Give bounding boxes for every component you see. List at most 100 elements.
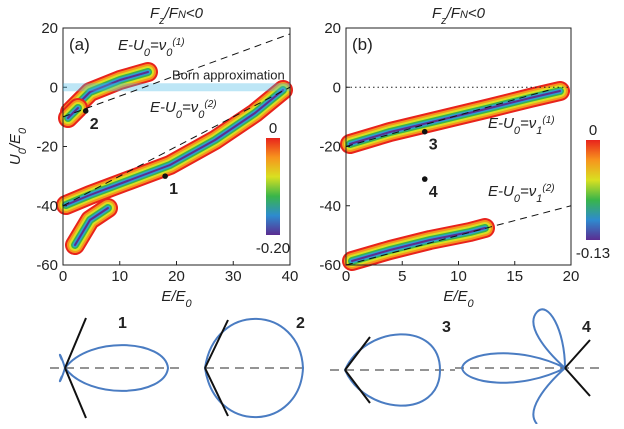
density-blob: [65, 89, 284, 206]
point: [162, 173, 168, 179]
y-tick-label: -20: [36, 139, 58, 156]
point-label: 2: [90, 116, 99, 133]
x-axis-label-part: 0: [186, 298, 193, 310]
line-annotation-part: 1: [536, 125, 542, 137]
point: [421, 176, 428, 182]
diagram-label: 3: [442, 319, 451, 336]
panel-title-part: F: [150, 5, 160, 22]
x-tick-label: 15: [506, 268, 523, 285]
x-axis-label-part: 0: [468, 298, 475, 310]
colorbar: [586, 140, 600, 240]
y-tick-label: -40: [36, 198, 58, 215]
polar-diagrams: [50, 308, 600, 425]
y-tick-label: -60: [319, 257, 341, 274]
line-annotation-part: =ν: [182, 99, 199, 116]
panel-label: (a): [69, 35, 90, 54]
panel-title-part: F: [432, 5, 442, 22]
x-tick-label: 10: [450, 268, 467, 285]
y-axis-label-part: 0: [17, 147, 29, 154]
x-axis-label-part: E/E: [443, 288, 468, 305]
y-tick-label: 20: [41, 20, 58, 37]
panel-title-part: z: [440, 15, 447, 27]
dashed-line: [62, 33, 291, 118]
band-label: Born approximation: [172, 67, 285, 82]
colorbar: [266, 138, 280, 235]
line-annotation-part: =ν: [150, 37, 167, 54]
x-axis-label: E/E0: [161, 288, 192, 310]
point-label: 1: [169, 181, 178, 198]
y-tick-label: -60: [36, 257, 58, 274]
x-tick-label: 20: [563, 268, 580, 285]
x-tick-label: 0: [59, 268, 67, 285]
panel-title-part: <0: [186, 5, 204, 22]
colorbar-label: 0: [589, 122, 597, 139]
y-tick-label: 0: [333, 79, 341, 96]
line-annotation-part: 0: [198, 109, 205, 121]
band: [63, 83, 290, 92]
line-annotation-part: (2): [204, 99, 216, 110]
line-annotation-part: (1): [172, 37, 184, 48]
density-blob: [67, 107, 79, 119]
panel-title-part: N: [460, 9, 468, 21]
y-tick-label: 20: [324, 20, 341, 37]
y-tick-label: -20: [319, 139, 341, 156]
y-axis-label: U0/E0: [7, 127, 29, 165]
point: [421, 128, 428, 135]
x-tick-label: 30: [225, 268, 242, 285]
line-annotation-part: 0: [176, 109, 183, 121]
x-tick-label: 5: [398, 268, 406, 285]
x-axis-label: E/E0: [443, 288, 474, 310]
panel-title-part: <0: [468, 5, 486, 22]
panel-title: Fz/FN<0: [150, 5, 204, 27]
line-annotation-part: E-U: [118, 37, 144, 54]
line-annotation: E-U0=ν1(1): [488, 115, 555, 138]
line-annotation-part: 0: [514, 125, 521, 137]
dashed-line: [345, 205, 572, 266]
point: [82, 108, 89, 114]
line-annotation: E-U0=ν1(2): [488, 183, 555, 206]
y-axis-label-part: U: [7, 154, 24, 165]
plots: 0 10 20 30 40200-20-40-60Fz/FN<0(a)U0/E0E/E0…: [7, 5, 610, 310]
line-annotation-part: =ν: [520, 115, 537, 132]
diagram-label: 2: [296, 315, 305, 332]
line-annotation: E-U0=ν0(1): [118, 37, 185, 60]
point-label: 3: [429, 137, 438, 154]
x-axis-label-part: E/E: [161, 288, 186, 305]
line-annotation: E-U0=ν0(2): [150, 99, 217, 122]
line-annotation-part: 0: [514, 193, 521, 205]
panel: 0 5 10 15 20200-20-40-60Fz/FN<0(b)E/E0E-U0=ν…: [319, 5, 610, 310]
line-annotation-part: E-U: [150, 99, 176, 116]
line-annotation-part: (2): [542, 183, 554, 194]
colorbar-label: -0.20: [256, 240, 290, 257]
density-blob: [349, 90, 561, 145]
line-annotation-part: (1): [542, 115, 554, 126]
panel-title-part: /F: [446, 5, 461, 22]
panel: 0 10 20 30 40200-20-40-60Fz/FN<0(a)U0/E0E/E0…: [7, 5, 298, 310]
x-tick-label: 10: [111, 268, 128, 285]
diagram-label: 1: [118, 315, 127, 332]
y-axis-label-part: 0: [17, 127, 29, 134]
panel-title-part: /F: [164, 5, 179, 22]
line-annotation-part: E-U: [488, 183, 514, 200]
plot-frame: [62, 27, 291, 266]
dashed-line: [62, 86, 291, 207]
line-annotation-part: 0: [144, 47, 151, 59]
line-annotation-part: =ν: [520, 183, 537, 200]
density-maps: [56, 62, 570, 271]
panel-title-part: N: [178, 9, 186, 21]
y-tick-label: -40: [319, 198, 341, 215]
diagram-label: 4: [582, 319, 591, 336]
point-label: 4: [429, 184, 438, 201]
line-annotation-part: E-U: [488, 115, 514, 132]
x-tick-label: 20: [168, 268, 185, 285]
y-tick-label: 0: [50, 79, 58, 96]
colorbar-label: 0: [269, 120, 277, 137]
panel-title-part: z: [158, 15, 165, 27]
density-blob: [74, 207, 109, 246]
panel-label: (b): [352, 35, 373, 54]
panel-title: Fz/FN<0: [432, 5, 486, 27]
x-tick-label: 40: [282, 268, 299, 285]
x-tick-label: 0: [342, 268, 350, 285]
line-annotation-part: 1: [536, 193, 542, 205]
